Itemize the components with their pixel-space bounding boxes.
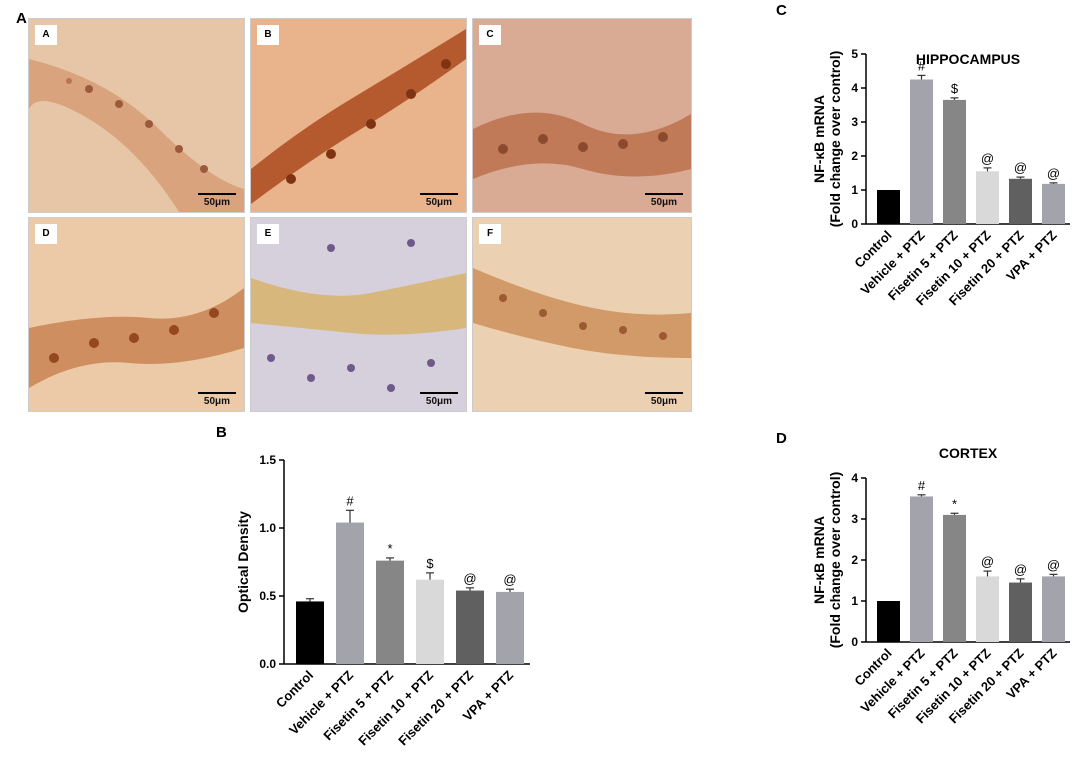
bar bbox=[976, 171, 999, 224]
micrograph-label: E bbox=[257, 224, 279, 244]
scale-bar-line bbox=[420, 193, 458, 195]
micrograph-b: B 50μm bbox=[250, 18, 467, 213]
micrograph-a: A 50μm bbox=[28, 18, 245, 213]
bar bbox=[943, 514, 966, 642]
significance-marker: # bbox=[918, 58, 926, 73]
scale-bar-line bbox=[420, 392, 458, 394]
bar bbox=[416, 579, 444, 664]
bar bbox=[496, 591, 524, 664]
scale-bar: 50μm bbox=[645, 193, 683, 208]
scale-bar: 50μm bbox=[420, 193, 458, 208]
significance-marker: @ bbox=[981, 554, 994, 569]
significance-marker: # bbox=[346, 493, 354, 508]
tissue-image bbox=[29, 218, 244, 411]
y-axis-label: (Fold change over control) bbox=[827, 472, 843, 649]
scale-bar-line bbox=[198, 193, 236, 195]
chart-cortex: CORTEX 0 1 2 3 4 NF-κB mRNA (Fold change over c… bbox=[811, 445, 1070, 726]
y-tick-label: 1.5 bbox=[259, 453, 276, 467]
scale-bar: 50μm bbox=[645, 392, 683, 407]
micrograph-label: F bbox=[479, 224, 501, 244]
bar bbox=[1042, 576, 1065, 642]
category-label: Fisetin 5 + PTZ bbox=[320, 667, 396, 743]
bar bbox=[910, 496, 933, 642]
bar bbox=[336, 522, 364, 664]
chart-title: HIPPOCAMPUS bbox=[916, 51, 1020, 67]
significance-marker: # bbox=[918, 478, 926, 493]
bar bbox=[296, 601, 324, 664]
y-tick-label: 0 bbox=[851, 217, 858, 231]
scale-bar-line bbox=[645, 392, 683, 394]
bar bbox=[1009, 178, 1032, 224]
bar bbox=[976, 576, 999, 642]
y-tick-label: 4 bbox=[851, 81, 858, 95]
significance-marker: @ bbox=[1014, 160, 1027, 175]
scale-bar-label: 50μm bbox=[425, 396, 453, 407]
y-tick-label: 2 bbox=[851, 553, 858, 567]
y-tick-label: 0.5 bbox=[259, 589, 276, 603]
significance-marker: @ bbox=[981, 151, 994, 166]
significance-marker: * bbox=[952, 496, 957, 511]
y-tick-label: 3 bbox=[851, 115, 858, 129]
scale-bar: 50μm bbox=[420, 392, 458, 407]
micrograph-label: C bbox=[479, 25, 501, 45]
scale-bar-label: 50μm bbox=[203, 197, 231, 208]
micrograph-f: F 50μm bbox=[472, 217, 692, 412]
y-axis-label: NF-κB mRNA bbox=[811, 516, 827, 604]
significance-marker: $ bbox=[951, 81, 959, 96]
bar bbox=[1042, 183, 1065, 224]
micrograph-e: E 50μm bbox=[250, 217, 467, 412]
chart-title: CORTEX bbox=[939, 445, 998, 461]
tissue-image bbox=[473, 218, 691, 411]
significance-marker: @ bbox=[1047, 557, 1060, 572]
tissue-image bbox=[251, 19, 466, 212]
significance-marker: * bbox=[387, 541, 392, 556]
scale-bar-line bbox=[198, 392, 236, 394]
y-tick-label: 4 bbox=[851, 471, 858, 485]
y-tick-label: 0.0 bbox=[259, 657, 276, 671]
bar bbox=[877, 190, 900, 224]
scale-bar-label: 50μm bbox=[650, 396, 678, 407]
scale-bar: 50μm bbox=[198, 193, 236, 208]
y-tick-label: 1 bbox=[851, 594, 858, 608]
tissue-image bbox=[473, 19, 691, 212]
panel-letter-b: B bbox=[216, 424, 227, 441]
scale-bar-line bbox=[645, 193, 683, 195]
tissue-image bbox=[29, 19, 244, 212]
panel-letter-a: A bbox=[16, 10, 27, 27]
y-tick-label: 3 bbox=[851, 512, 858, 526]
scale-bar-label: 50μm bbox=[203, 396, 231, 407]
micrograph-label: D bbox=[35, 224, 57, 244]
bar bbox=[943, 99, 966, 224]
bar bbox=[910, 79, 933, 224]
micrograph-c: C 50μm bbox=[472, 18, 692, 213]
significance-marker: @ bbox=[1014, 562, 1027, 577]
significance-marker: @ bbox=[463, 571, 476, 586]
y-axis-label: Optical Density bbox=[235, 511, 251, 613]
micrograph-label: A bbox=[35, 25, 57, 45]
significance-marker: $ bbox=[426, 556, 434, 571]
chart-hippocampus: HIPPOCAMPUS 0 1 2 3 4 5 NF-κB mRNA (Fold change … bbox=[811, 47, 1070, 308]
bar bbox=[456, 590, 484, 664]
micrograph-d: D 50μm bbox=[28, 217, 245, 412]
scale-bar-label: 50μm bbox=[425, 197, 453, 208]
panel-letter-d: D bbox=[776, 430, 787, 447]
y-tick-label: 1 bbox=[851, 183, 858, 197]
y-axis-label: (Fold change over control) bbox=[827, 51, 843, 228]
scale-bar-label: 50μm bbox=[650, 197, 678, 208]
y-tick-label: 1.0 bbox=[259, 521, 276, 535]
bar bbox=[1009, 582, 1032, 642]
tissue-image bbox=[251, 218, 466, 411]
y-tick-label: 2 bbox=[851, 149, 858, 163]
scale-bar: 50μm bbox=[198, 392, 236, 407]
bar bbox=[376, 560, 404, 664]
panel-letter-c: C bbox=[776, 2, 787, 19]
y-tick-label: 5 bbox=[851, 47, 858, 61]
significance-marker: @ bbox=[1047, 166, 1060, 181]
bar bbox=[877, 601, 900, 642]
y-axis-label: NF-κB mRNA bbox=[811, 95, 827, 183]
significance-marker: @ bbox=[503, 572, 516, 587]
y-tick-label: 0 bbox=[851, 635, 858, 649]
micrograph-label: B bbox=[257, 25, 279, 45]
